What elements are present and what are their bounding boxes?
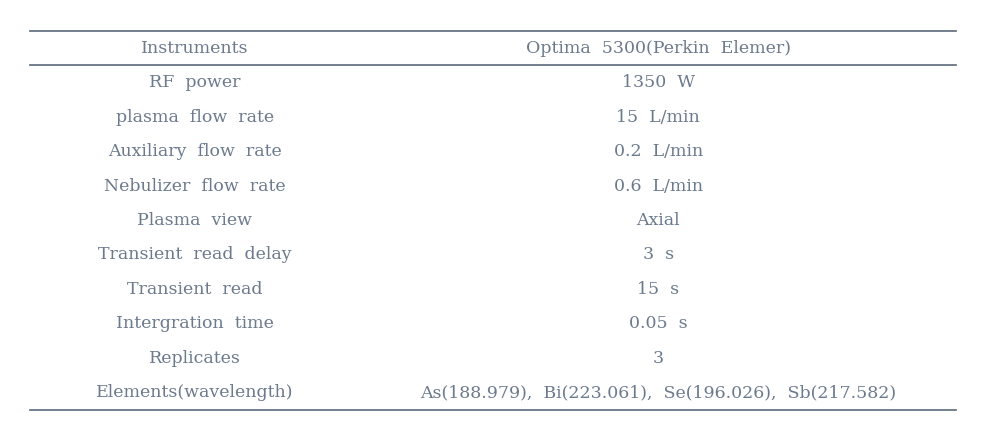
Text: 15  L/min: 15 L/min (616, 108, 700, 126)
Text: plasma  flow  rate: plasma flow rate (115, 108, 274, 126)
Text: Auxiliary  flow  rate: Auxiliary flow rate (107, 143, 282, 160)
Text: RF  power: RF power (149, 74, 241, 91)
Text: Transient  read  delay: Transient read delay (98, 247, 292, 263)
Text: 15  s: 15 s (637, 281, 679, 298)
Text: 1350  W: 1350 W (621, 74, 695, 91)
Text: 3  s: 3 s (643, 247, 673, 263)
Text: Intergration  time: Intergration time (115, 315, 274, 333)
Text: Optima  5300(Perkin  Elemer): Optima 5300(Perkin Elemer) (526, 40, 791, 56)
Text: Axial: Axial (636, 212, 680, 229)
Text: Nebulizer  flow  rate: Nebulizer flow rate (104, 178, 286, 194)
Text: 0.05  s: 0.05 s (629, 315, 687, 333)
Text: Instruments: Instruments (141, 40, 248, 56)
Text: 0.2  L/min: 0.2 L/min (613, 143, 703, 160)
Text: 0.6  L/min: 0.6 L/min (613, 178, 703, 194)
Text: 3: 3 (653, 350, 664, 367)
Text: Elements(wavelength): Elements(wavelength) (96, 385, 294, 401)
Text: Transient  read: Transient read (127, 281, 262, 298)
Text: Replicates: Replicates (149, 350, 241, 367)
Text: As(188.979),  Bi(223.061),  Se(196.026),  Sb(217.582): As(188.979), Bi(223.061), Se(196.026), S… (420, 385, 896, 401)
Text: Plasma  view: Plasma view (137, 212, 252, 229)
